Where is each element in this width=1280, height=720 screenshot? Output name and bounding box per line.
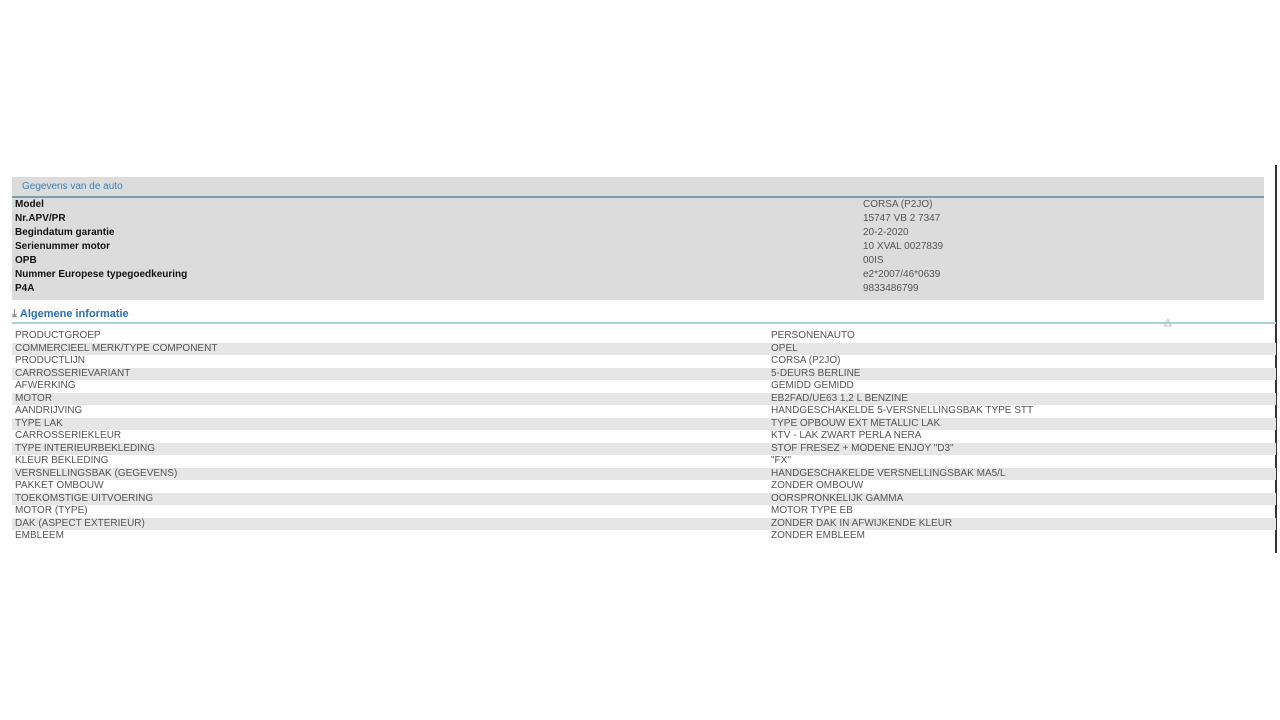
car-details-title: Gegevens van de auto [12, 177, 1264, 198]
row-value: HANDGESCHAKELDE VERSNELLINGSBAK MA5/L [771, 467, 1006, 479]
row-label: VERSNELLINGSBAK (GEGEVENS) [15, 467, 178, 479]
general-info-table: PRODUCTGROEP PERSONENAUTO COMMERCIEEL MERK… [12, 330, 1276, 543]
table-row: P4A 9833486799 [12, 282, 1264, 296]
row-value: 15747 VB 2 7347 [863, 213, 941, 224]
row-label: CARROSSERIEKLEUR [15, 430, 122, 441]
table-row: AFWERKING GEMIDD GEMIDD [12, 380, 1276, 393]
table-row: CARROSSERIEVARIANT 5-DEURS BERLINE [12, 367, 1276, 380]
table-row: CARROSSERIEKLEUR KTV - LAK ZWART PERLA NE… [12, 430, 1276, 443]
row-label: KLEUR BEKLEDING [15, 455, 109, 466]
row-value: HANDGESCHAKELDE 5-VERSNELLINGSBAK TYPE S… [771, 405, 1034, 416]
row-label: MOTOR (TYPE) [15, 505, 88, 516]
row-value: OORSPRONKELIJK GAMMA [771, 492, 904, 504]
row-value: GEMIDD GEMIDD [771, 380, 854, 391]
table-row: COMMERCIEEL MERK/TYPE COMPONENT OPEL [12, 342, 1276, 355]
row-value: PERSONENAUTO [771, 330, 855, 341]
arrow-down-icon: ⤓ [12, 308, 17, 320]
row-label: AANDRIJVING [15, 405, 83, 416]
row-label: Serienummer motor [15, 241, 111, 252]
triangle-icon: △ [1164, 317, 1172, 328]
row-value: CORSA (P2JO) [863, 199, 933, 210]
general-info-title: Algemene informatie [19, 308, 129, 320]
row-label: TYPE INTERIEURBEKLEDING [15, 442, 156, 454]
row-label: PRODUCTGROEP [15, 330, 101, 341]
table-row: OPB 00IS [12, 254, 1264, 268]
table-row: Model CORSA (P2JO) [12, 198, 1264, 212]
row-value: ZONDER EMBLEEM [771, 530, 865, 541]
row-label: AFWERKING [15, 380, 76, 391]
table-row: DAK (ASPECT EXTERIEUR) ZONDER DAK IN AFWI… [12, 517, 1276, 530]
general-info-header[interactable]: ⤓ Algemene informatie △ [12, 307, 1276, 328]
row-value: STOF FRESEZ + MODENE ENJOY "D3" [771, 442, 954, 454]
row-value: 20-2-2020 [863, 227, 909, 238]
row-value: ZONDER DAK IN AFWIJKENDE KLEUR [771, 517, 953, 529]
table-row: TOEKOMSTIGE UITVOERING OORSPRONKELIJK GAM… [12, 492, 1276, 505]
row-label: OPB [15, 255, 37, 266]
table-row: TYPE INTERIEURBEKLEDING STOF FRESEZ + MOD… [12, 442, 1276, 455]
table-row: MOTOR EB2FAD/UE63 1,2 L BENZINE [12, 392, 1276, 405]
row-label: PRODUCTLIJN [15, 355, 86, 366]
table-row: PRODUCTLIJN CORSA (P2JO) [12, 355, 1276, 368]
row-value: EB2FAD/UE63 1,2 L BENZINE [771, 392, 908, 404]
row-value: KTV - LAK ZWART PERLA NERA [771, 430, 922, 441]
row-label: Nr.APV/PR [15, 213, 66, 224]
row-value: TYPE OPBOUW EXT METALLIC LAK [771, 417, 941, 429]
table-row: TYPE LAK TYPE OPBOUW EXT METALLIC LAK [12, 417, 1276, 430]
table-row: Nr.APV/PR 15747 VB 2 7347 [12, 212, 1264, 226]
table-row: VERSNELLINGSBAK (GEGEVENS) HANDGESCHAKELD… [12, 467, 1276, 480]
table-row: AANDRIJVING HANDGESCHAKELDE 5-VERSNELLING… [12, 405, 1276, 418]
table-row: PRODUCTGROEP PERSONENAUTO [12, 330, 1276, 343]
row-value: OPEL [771, 342, 798, 354]
row-value: CORSA (P2JO) [771, 355, 841, 366]
row-value: "FX" [771, 455, 791, 466]
row-label: DAK (ASPECT EXTERIEUR) [15, 517, 145, 529]
table-row: Nummer Europese typegoedkeuring e2*2007/4… [12, 268, 1264, 282]
row-label: Nummer Europese typegoedkeuring [15, 269, 188, 280]
row-label: EMBLEEM [15, 530, 64, 541]
row-label: PAKKET OMBOUW [15, 480, 104, 491]
row-label: CARROSSERIEVARIANT [15, 367, 131, 379]
row-value: ZONDER OMBOUW [771, 480, 864, 491]
table-row: Begindatum garantie 20-2-2020 [12, 226, 1264, 240]
row-label: Begindatum garantie [15, 227, 115, 238]
row-label: P4A [15, 283, 35, 294]
row-value: e2*2007/46*0639 [863, 269, 941, 280]
car-details-panel: Gegevens van de auto Model CORSA (P2JO) Nr… [12, 177, 1264, 300]
row-value: 00IS [863, 255, 884, 266]
row-label: MOTOR [15, 392, 53, 404]
row-label: TOEKOMSTIGE UITVOERING [15, 492, 154, 504]
scrollbar-edge [1275, 165, 1277, 553]
row-value: 10 XVAL 0027839 [863, 241, 944, 252]
row-value: 5-DEURS BERLINE [771, 367, 861, 379]
table-row: Serienummer motor 10 XVAL 0027839 [12, 240, 1264, 254]
row-label: Model [15, 199, 44, 210]
table-row: PAKKET OMBOUW ZONDER OMBOUW [12, 480, 1276, 493]
row-label: COMMERCIEEL MERK/TYPE COMPONENT [15, 342, 218, 354]
table-row: KLEUR BEKLEDING "FX" [12, 455, 1276, 468]
row-label: TYPE LAK [15, 417, 63, 429]
table-row: EMBLEEM ZONDER EMBLEEM [12, 530, 1276, 543]
row-value: MOTOR TYPE EB [771, 505, 853, 516]
row-value: 9833486799 [863, 283, 919, 294]
table-row: MOTOR (TYPE) MOTOR TYPE EB [12, 505, 1276, 518]
